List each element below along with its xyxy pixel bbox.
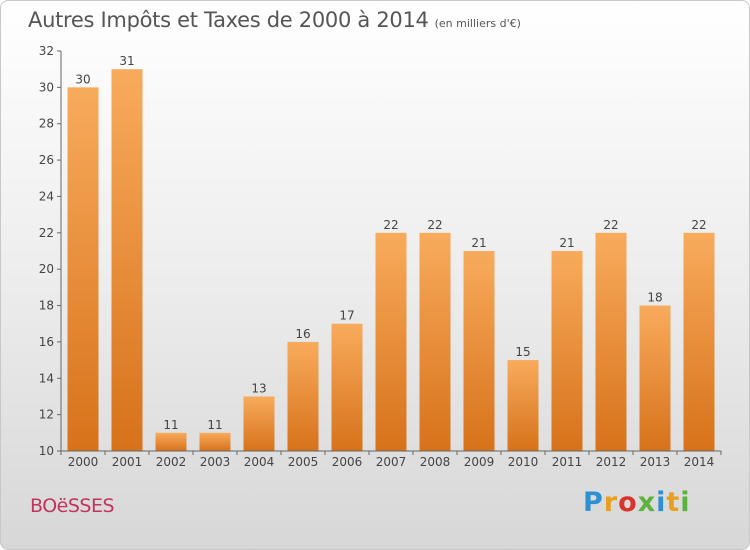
data-label-2014: 22 bbox=[691, 218, 706, 232]
chart-title-main: Autres Impôts et Taxes de 2000 à 2014 bbox=[28, 8, 429, 32]
y-tick-label-16: 16 bbox=[39, 335, 54, 349]
x-tick-label-2002: 2002 bbox=[156, 455, 187, 469]
commune-name: BOëSSES bbox=[30, 495, 115, 517]
data-label-2005: 16 bbox=[295, 327, 310, 341]
logo-letter: i bbox=[656, 487, 667, 518]
logo-letter: t bbox=[666, 487, 681, 518]
x-tick-label-2005: 2005 bbox=[288, 455, 319, 469]
chart-title: Autres Impôts et Taxes de 2000 à 2014 (en… bbox=[28, 8, 521, 32]
bar-2004 bbox=[243, 396, 275, 451]
data-label-2002: 11 bbox=[163, 418, 178, 432]
bar-2008 bbox=[419, 232, 451, 451]
data-label-2013: 18 bbox=[647, 291, 662, 305]
x-tick-label-2011: 2011 bbox=[552, 455, 583, 469]
bar-2012 bbox=[595, 232, 627, 451]
x-tick-label-2009: 2009 bbox=[464, 455, 495, 469]
x-tick-label-2010: 2010 bbox=[508, 455, 539, 469]
data-label-2001: 31 bbox=[119, 54, 134, 68]
proxiti-logo[interactable]: Proxiti bbox=[583, 487, 691, 518]
y-tick-label-30: 30 bbox=[39, 80, 54, 94]
bar-2005 bbox=[287, 341, 319, 451]
data-label-2012: 22 bbox=[603, 218, 618, 232]
x-tick-label-2001: 2001 bbox=[112, 455, 143, 469]
x-tick-label-2003: 2003 bbox=[200, 455, 231, 469]
logo-letter: x bbox=[637, 487, 657, 518]
logo-letter: i bbox=[680, 487, 691, 518]
data-label-2000: 30 bbox=[75, 72, 90, 86]
bar-2011 bbox=[551, 251, 583, 451]
bar-2000 bbox=[67, 87, 99, 451]
data-label-2004: 13 bbox=[251, 381, 266, 395]
logo-letter: o bbox=[618, 487, 638, 518]
data-label-2007: 22 bbox=[383, 218, 398, 232]
y-tick-label-14: 14 bbox=[39, 371, 54, 385]
y-tick-label-24: 24 bbox=[39, 189, 54, 203]
x-tick-label-2013: 2013 bbox=[640, 455, 671, 469]
bar-2007 bbox=[375, 232, 407, 451]
x-tick-label-2014: 2014 bbox=[684, 455, 715, 469]
chart-title-unit: (en milliers d'€) bbox=[434, 17, 521, 30]
bar-2013 bbox=[639, 305, 671, 451]
y-tick-label-10: 10 bbox=[39, 444, 54, 458]
data-label-2006: 17 bbox=[339, 309, 354, 323]
data-label-2003: 11 bbox=[207, 418, 222, 432]
bar-2014 bbox=[683, 232, 715, 451]
y-tick-label-32: 32 bbox=[39, 44, 54, 58]
x-tick-label-2007: 2007 bbox=[376, 455, 407, 469]
y-tick-label-12: 12 bbox=[39, 408, 54, 422]
y-tick-label-22: 22 bbox=[39, 226, 54, 240]
bar-2002 bbox=[155, 432, 187, 451]
x-tick-label-2006: 2006 bbox=[332, 455, 363, 469]
bar-2009 bbox=[463, 251, 495, 451]
bar-2001 bbox=[111, 69, 143, 451]
logo-letter: r bbox=[603, 487, 619, 518]
x-tick-label-2000: 2000 bbox=[68, 455, 99, 469]
y-tick-label-18: 18 bbox=[39, 299, 54, 313]
x-tick-label-2012: 2012 bbox=[596, 455, 627, 469]
y-tick-label-20: 20 bbox=[39, 262, 54, 276]
y-tick-label-26: 26 bbox=[39, 153, 54, 167]
bar-2003 bbox=[199, 432, 231, 451]
bar-2010 bbox=[507, 360, 539, 451]
x-tick-label-2004: 2004 bbox=[244, 455, 275, 469]
bar-2006 bbox=[331, 323, 363, 451]
data-label-2008: 22 bbox=[427, 218, 442, 232]
y-tick-label-28: 28 bbox=[39, 117, 54, 131]
x-tick-label-2008: 2008 bbox=[420, 455, 451, 469]
data-label-2010: 15 bbox=[515, 345, 530, 359]
data-label-2011: 21 bbox=[559, 236, 574, 250]
logo-letter: P bbox=[583, 487, 604, 518]
data-label-2009: 21 bbox=[471, 236, 486, 250]
